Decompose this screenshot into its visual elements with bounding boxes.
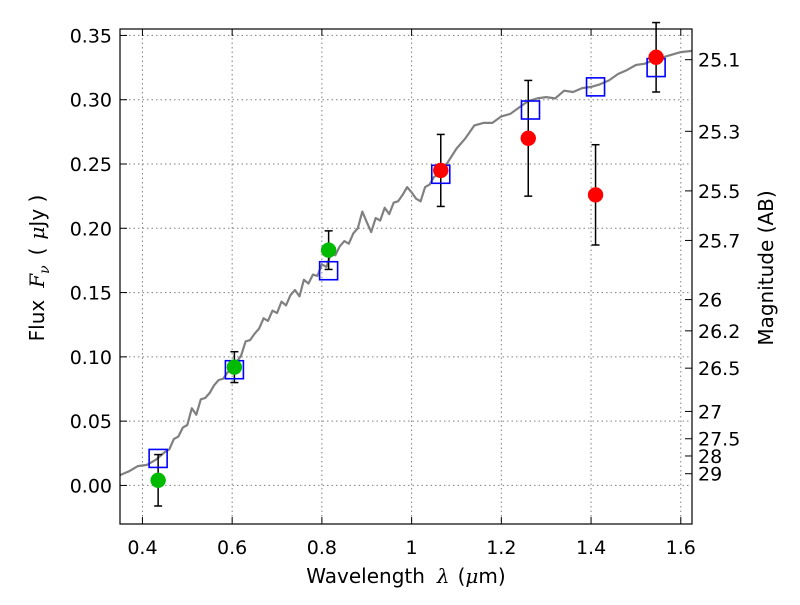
- plot-frame: [119, 28, 693, 525]
- template-point: [318, 260, 339, 281]
- magnitude-tick-label: 27.5: [698, 429, 740, 451]
- x-tick-label: 1.4: [576, 537, 606, 559]
- y-tick-label: 0.00: [70, 475, 112, 497]
- x-tick-label: 1: [406, 537, 418, 559]
- y-tick-label: 0.30: [70, 90, 112, 112]
- near-ir-point: [648, 49, 664, 66]
- magnitude-tick-label: 25.5: [698, 181, 740, 203]
- error-bars: [154, 21, 661, 507]
- x-axis-label: Wavelength λ (μm): [306, 564, 505, 588]
- x-tick-label: 0.4: [127, 537, 157, 559]
- y-axis-label: FluxFν(μJy ): [25, 195, 53, 342]
- optical-point: [226, 359, 243, 375]
- data-points: [148, 49, 666, 489]
- y-tick-label: 0.15: [70, 283, 112, 305]
- magnitude-tick-label: 25.7: [698, 230, 740, 252]
- magnitude-axis-label: Magnitude (AB): [754, 190, 778, 345]
- x-tick-label: 0.6: [217, 537, 247, 559]
- optical-point: [150, 472, 166, 489]
- y-tick-label: 0.10: [70, 347, 112, 369]
- template-point: [520, 100, 541, 120]
- magnitude-tick-label: 29: [698, 464, 722, 486]
- near-ir-point: [433, 162, 449, 179]
- y-tick-label: 0.20: [70, 218, 112, 240]
- x-tick-label: 1.6: [666, 537, 696, 559]
- x-tick-label: 0.8: [307, 537, 337, 559]
- grid-lines: [120, 29, 692, 524]
- magnitude-tick-label: 26: [698, 290, 722, 312]
- template-point: [148, 448, 168, 469]
- model-spectrum-line: [119, 49, 693, 477]
- magnitude-tick-label: 27: [698, 401, 722, 423]
- magnitude-tick-label: 25.1: [698, 50, 740, 72]
- y-tick-label: 0.25: [70, 154, 112, 176]
- axis-ticks: 0.4 0.6 0.8 1 1.2 1.4 1.6 0.00 0.05 0.10 0.15 0.20 0…: [70, 25, 741, 559]
- optical-point: [320, 242, 337, 258]
- model-spectrum: [119, 49, 693, 477]
- x-tick-label: 1.2: [486, 537, 516, 559]
- y-tick-label: 0.35: [70, 25, 112, 47]
- template-point: [585, 77, 606, 97]
- near-ir-point: [520, 130, 537, 147]
- y-tick-label: 0.05: [70, 411, 112, 433]
- magnitude-tick-label: 25.3: [698, 121, 740, 143]
- magnitude-tick-label: 26.2: [698, 321, 740, 343]
- magnitude-tick-label: 26.5: [698, 358, 740, 380]
- near-ir-point: [587, 187, 604, 203]
- magnitude-tick-label: 28: [698, 446, 722, 468]
